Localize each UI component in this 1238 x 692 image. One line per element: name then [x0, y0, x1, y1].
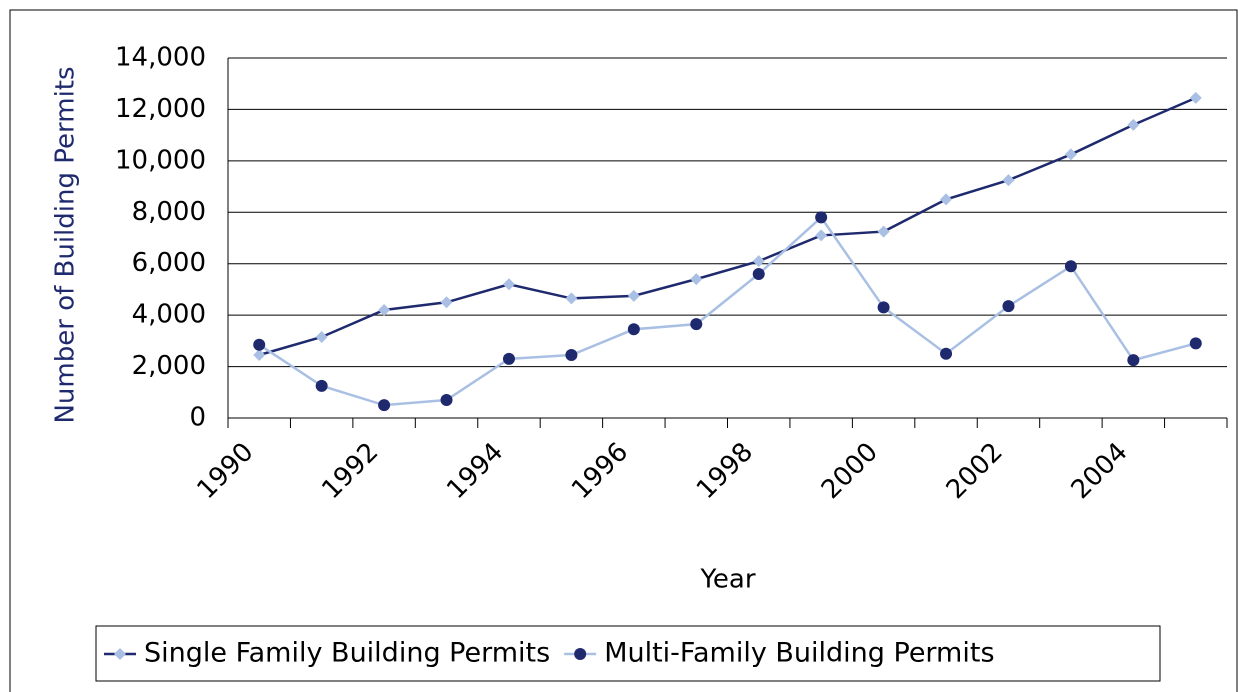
x-tick-label: 1994	[441, 437, 509, 505]
x-tick-label: 2002	[941, 437, 1009, 505]
circle-marker	[1189, 337, 1202, 350]
legend-label: Multi-Family Building Permits	[604, 638, 994, 669]
diamond-marker	[378, 304, 391, 316]
y-tick-label: 6,000	[132, 248, 206, 278]
y-tick-label: 2,000	[132, 351, 206, 381]
circle-marker	[574, 648, 587, 660]
diamond-marker	[253, 349, 266, 361]
circle-marker	[752, 268, 765, 280]
diamond-marker	[752, 255, 765, 268]
circle-marker	[315, 379, 328, 392]
circle-marker	[815, 211, 828, 224]
diamond-marker	[690, 273, 703, 286]
x-tick-label: 1998	[691, 437, 759, 505]
diamond-marker	[114, 648, 126, 660]
diamond-marker	[627, 289, 640, 302]
diamond-marker	[1189, 91, 1202, 104]
diamond-marker	[565, 292, 578, 305]
x-tick-label: 1996	[566, 437, 634, 505]
x-tick-label: 1992	[316, 437, 384, 505]
series-line	[258, 96, 1197, 357]
y-axis-title: Number of Building Permits	[51, 66, 81, 423]
y-tick-label: 10,000	[115, 145, 206, 175]
legend-box	[95, 625, 1161, 682]
circle-marker	[940, 347, 953, 360]
diamond-marker	[440, 296, 453, 309]
diamond-marker	[315, 331, 328, 343]
legend-label: Single Family Building Permits	[144, 638, 550, 669]
y-tick-label: 14,000	[115, 43, 206, 73]
y-tick-label: 0	[189, 403, 206, 433]
diamond-marker	[502, 278, 515, 291]
diamond-marker	[1064, 148, 1077, 161]
diamond-marker	[940, 193, 953, 206]
circle-marker	[440, 394, 453, 406]
circle-marker	[627, 323, 640, 336]
y-tick-label: 12,000	[115, 94, 206, 124]
circle-marker	[565, 349, 578, 361]
series-line	[258, 215, 1197, 407]
x-tick-label: 1990	[191, 437, 259, 505]
circle-marker	[690, 318, 703, 331]
circle-marker	[877, 301, 890, 314]
circle-marker	[1002, 300, 1015, 313]
y-tick-label: 8,000	[132, 197, 206, 227]
circle-marker	[502, 352, 515, 365]
chart-frame	[9, 9, 1238, 692]
diamond-marker	[815, 229, 828, 242]
x-tick-label: 2004	[1066, 437, 1134, 505]
diamond-marker	[1002, 174, 1015, 187]
circle-marker	[1064, 260, 1077, 273]
diamond-marker	[1127, 118, 1140, 131]
diamond-marker	[877, 225, 890, 238]
x-axis-title: Year	[699, 565, 755, 595]
x-tick-label: 2000	[816, 437, 884, 505]
circle-marker	[378, 399, 391, 412]
circle-marker	[1127, 354, 1140, 367]
y-tick-label: 4,000	[132, 300, 206, 330]
circle-marker	[253, 338, 266, 351]
